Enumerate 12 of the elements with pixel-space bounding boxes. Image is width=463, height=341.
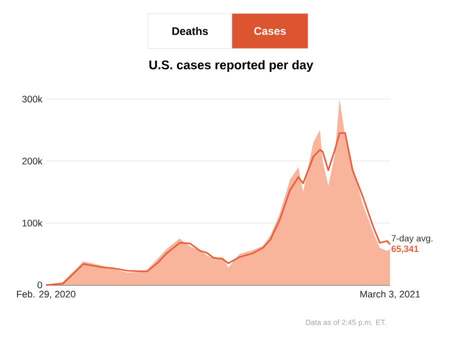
text: Deaths	[172, 26, 208, 36]
data-label: 65,341	[392, 246, 418, 254]
y-tick-label: 300k	[22, 96, 42, 102]
y-tick-label: 200k	[22, 158, 42, 164]
line-series	[45, 132, 391, 286]
chart-title: U.S. cases reported per day	[149, 60, 314, 72]
series-label: 7-day avg.	[392, 234, 432, 244]
x-tick-label: Feb. 29, 2020	[17, 290, 76, 299]
y-tick-label: 0	[38, 282, 42, 288]
y-tick-label: 100k	[22, 220, 42, 226]
text: Cases	[254, 27, 286, 35]
x-tick-label: March 3, 2021	[360, 290, 420, 299]
